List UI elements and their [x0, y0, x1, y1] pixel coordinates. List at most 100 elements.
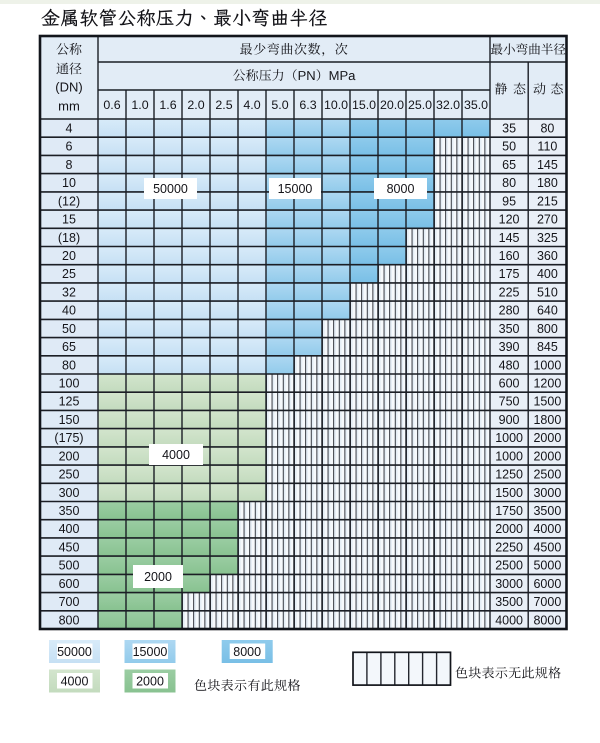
svg-text:5.0: 5.0: [271, 98, 288, 112]
svg-text:1.0: 1.0: [131, 98, 148, 112]
svg-text:2000: 2000: [144, 570, 172, 584]
svg-text:500: 500: [59, 559, 80, 573]
svg-text:175: 175: [499, 267, 520, 281]
svg-text:20.0: 20.0: [380, 98, 404, 112]
svg-text:15: 15: [62, 213, 76, 227]
svg-text:145: 145: [499, 231, 520, 245]
svg-text:15000: 15000: [278, 182, 313, 196]
svg-text:65: 65: [502, 158, 516, 172]
svg-text:4000: 4000: [495, 613, 523, 627]
svg-text:640: 640: [537, 304, 558, 318]
svg-text:100: 100: [59, 377, 80, 391]
svg-text:2500: 2500: [533, 468, 561, 482]
svg-text:900: 900: [499, 413, 520, 427]
svg-text:325: 325: [537, 231, 558, 245]
svg-text:2.5: 2.5: [215, 98, 232, 112]
svg-text:350: 350: [59, 504, 80, 518]
svg-text:1200: 1200: [533, 377, 561, 391]
svg-text:32: 32: [62, 285, 76, 299]
svg-text:4500: 4500: [533, 540, 561, 554]
svg-text:400: 400: [537, 267, 558, 281]
svg-text:50000: 50000: [57, 645, 92, 659]
svg-text:2000: 2000: [495, 522, 523, 536]
svg-text:3500: 3500: [533, 504, 561, 518]
svg-text:1.6: 1.6: [159, 98, 176, 112]
svg-text:5000: 5000: [533, 559, 561, 573]
svg-text:2.0: 2.0: [187, 98, 204, 112]
svg-text:180: 180: [537, 176, 558, 190]
svg-text:80: 80: [540, 122, 554, 136]
svg-text:4000: 4000: [533, 522, 561, 536]
svg-text:4: 4: [66, 122, 73, 136]
svg-text:270: 270: [537, 213, 558, 227]
svg-text:80: 80: [62, 358, 76, 372]
svg-text:1000: 1000: [495, 449, 523, 463]
svg-text:6.3: 6.3: [299, 98, 316, 112]
svg-text:25.0: 25.0: [408, 98, 432, 112]
svg-text:150: 150: [59, 413, 80, 427]
svg-text:(18): (18): [58, 231, 80, 245]
svg-text:8: 8: [66, 158, 73, 172]
svg-text:250: 250: [59, 468, 80, 482]
svg-text:1800: 1800: [533, 413, 561, 427]
svg-text:1750: 1750: [495, 504, 523, 518]
svg-text:4000: 4000: [61, 674, 89, 688]
svg-text:1250: 1250: [495, 468, 523, 482]
svg-text:32.0: 32.0: [436, 98, 460, 112]
svg-text:3500: 3500: [495, 595, 523, 609]
svg-text:160: 160: [499, 249, 520, 263]
svg-text:(DN): (DN): [55, 79, 82, 94]
svg-text:15000: 15000: [133, 645, 168, 659]
svg-text:35: 35: [502, 122, 516, 136]
svg-text:145: 145: [537, 158, 558, 172]
svg-text:600: 600: [499, 377, 520, 391]
svg-text:390: 390: [499, 340, 520, 354]
svg-text:7000: 7000: [533, 595, 561, 609]
svg-text:2250: 2250: [495, 540, 523, 554]
svg-text:4000: 4000: [162, 448, 190, 462]
svg-text:80: 80: [502, 176, 516, 190]
svg-text:125: 125: [59, 395, 80, 409]
svg-text:0.6: 0.6: [103, 98, 120, 112]
svg-text:4.0: 4.0: [243, 98, 260, 112]
svg-text:280: 280: [499, 304, 520, 318]
svg-text:1000: 1000: [495, 431, 523, 445]
svg-text:800: 800: [59, 613, 80, 627]
svg-text:40: 40: [62, 304, 76, 318]
svg-text:50: 50: [62, 322, 76, 336]
svg-text:35.0: 35.0: [464, 98, 488, 112]
svg-text:480: 480: [499, 358, 520, 372]
svg-text:8000: 8000: [533, 613, 561, 627]
svg-text:225: 225: [499, 285, 520, 299]
svg-text:510: 510: [537, 285, 558, 299]
svg-text:65: 65: [62, 340, 76, 354]
svg-text:(175): (175): [54, 431, 83, 445]
svg-text:2000: 2000: [533, 449, 561, 463]
svg-text:350: 350: [499, 322, 520, 336]
svg-text:200: 200: [59, 449, 80, 463]
svg-text:mm: mm: [58, 99, 80, 114]
svg-text:600: 600: [59, 577, 80, 591]
svg-text:2500: 2500: [495, 559, 523, 573]
svg-text:750: 750: [499, 395, 520, 409]
svg-text:360: 360: [537, 249, 558, 263]
svg-text:2000: 2000: [136, 674, 164, 688]
svg-text:400: 400: [59, 522, 80, 536]
svg-text:8000: 8000: [387, 182, 415, 196]
svg-text:1000: 1000: [533, 358, 561, 372]
svg-text:450: 450: [59, 540, 80, 554]
svg-text:95: 95: [502, 194, 516, 208]
svg-text:50: 50: [502, 140, 516, 154]
svg-text:6: 6: [66, 140, 73, 154]
svg-text:2000: 2000: [533, 431, 561, 445]
svg-text:25: 25: [62, 267, 76, 281]
svg-text:700: 700: [59, 595, 80, 609]
svg-text:20: 20: [62, 249, 76, 263]
svg-text:1500: 1500: [495, 486, 523, 500]
svg-text:215: 215: [537, 194, 558, 208]
svg-text:3000: 3000: [495, 577, 523, 591]
svg-text:300: 300: [59, 486, 80, 500]
svg-text:120: 120: [499, 213, 520, 227]
svg-text:110: 110: [537, 140, 557, 154]
svg-text:8000: 8000: [233, 645, 261, 659]
